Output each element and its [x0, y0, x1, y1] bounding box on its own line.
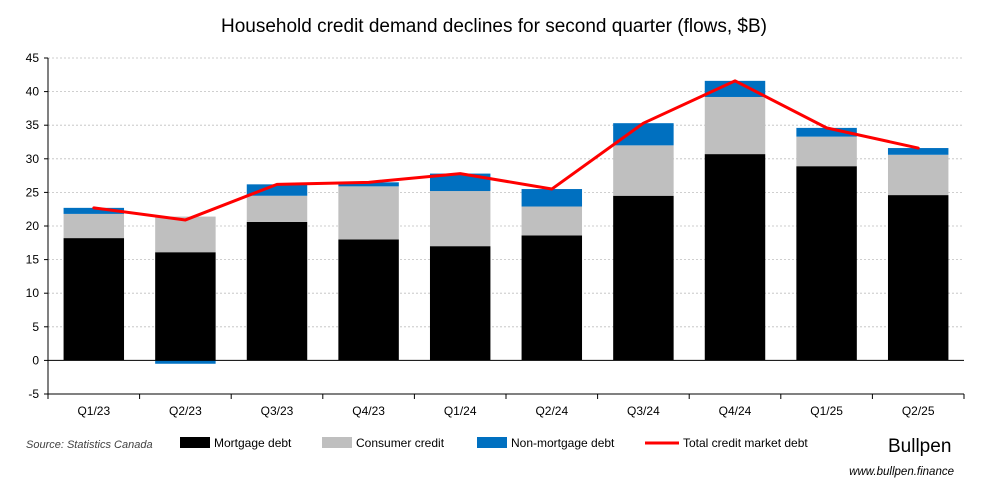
bar-non-mortgage-debt	[155, 360, 216, 364]
chart-title: Household credit demand declines for sec…	[221, 16, 767, 37]
y-tick-label: 35	[26, 118, 40, 132]
y-tick-label: 5	[32, 320, 39, 334]
bar-consumer-credit	[429, 191, 491, 247]
bar-non-mortgage-debt	[63, 207, 125, 214]
x-tick-label: Q2/23	[169, 404, 202, 418]
y-tick-label: 0	[32, 353, 39, 367]
brand-url: www.bullpen.finance	[849, 466, 954, 478]
bar-consumer-credit	[521, 206, 583, 236]
y-tick-label: 45	[26, 51, 40, 65]
bar-mortgage-debt	[338, 239, 399, 361]
bar-consumer-credit	[155, 216, 216, 253]
x-tick-label: Q4/23	[352, 404, 385, 418]
y-tick-label: 10	[26, 286, 40, 300]
x-tick-label: Q3/24	[627, 404, 660, 418]
bar-mortgage-debt	[704, 154, 766, 361]
legend-label-consumer-credit: Consumer credit	[356, 436, 445, 450]
bar-non-mortgage-debt	[613, 123, 674, 146]
source-note: Source: Statistics Canada	[26, 439, 153, 451]
y-axis: -5 0 5 10 15 20 25 30 35 40 45	[26, 51, 49, 401]
bar-consumer-credit	[63, 213, 125, 239]
brand-logo: Bullpen	[888, 436, 951, 457]
bar-non-mortgage-debt	[887, 148, 949, 155]
legend-label-mortgage-debt: Mortgage debt	[214, 436, 292, 450]
bar-mortgage-debt	[429, 246, 491, 361]
y-tick-label: 40	[26, 85, 40, 99]
legend-swatch-mortgage-debt	[180, 437, 210, 448]
bar-mortgage-debt	[246, 221, 308, 361]
x-tick-label: Q2/25	[902, 404, 935, 418]
bar-consumer-credit	[246, 195, 308, 222]
bar-mortgage-debt	[887, 195, 949, 361]
bar-non-mortgage-debt	[521, 189, 583, 207]
legend: Mortgage debt Consumer credit Non-mortgage…	[180, 436, 808, 450]
x-tick-label: Q1/23	[77, 404, 110, 418]
bar-non-mortgage-debt	[246, 184, 308, 196]
bar-mortgage-debt	[155, 252, 216, 361]
bar-mortgage-debt	[796, 166, 857, 361]
legend-swatch-non-mortgage-debt	[477, 437, 507, 448]
bar-non-mortgage-debt	[429, 173, 491, 192]
x-tick-label: Q1/25	[810, 404, 843, 418]
bar-non-mortgage-debt	[704, 80, 766, 97]
bar-mortgage-debt	[521, 235, 583, 361]
y-tick-label: 25	[26, 185, 40, 199]
bar-non-mortgage-debt	[796, 127, 857, 137]
bar-mortgage-debt	[63, 238, 125, 361]
x-tick-label: Q1/24	[444, 404, 477, 418]
y-tick-label: 15	[26, 253, 40, 267]
bars	[63, 80, 949, 364]
y-tick-label: -5	[28, 387, 39, 401]
bar-consumer-credit	[887, 154, 949, 196]
legend-label-total-credit-market-debt: Total credit market debt	[683, 436, 808, 450]
bar-consumer-credit	[338, 186, 399, 240]
bar-non-mortgage-debt	[338, 182, 399, 187]
bar-consumer-credit	[613, 145, 674, 196]
total-line	[92, 79, 920, 222]
x-axis: Q1/23 Q2/23 Q3/23 Q4/23 Q1/24 Q2/24 Q3/24 Q4/24…	[47, 393, 965, 418]
series-line-total-credit-market-debt	[92, 79, 920, 222]
legend-swatch-consumer-credit	[322, 437, 352, 448]
bar-mortgage-debt	[613, 195, 674, 361]
bar-consumer-credit	[796, 136, 857, 167]
y-tick-label: 20	[26, 219, 40, 233]
legend-label-non-mortgage-debt: Non-mortgage debt	[511, 436, 615, 450]
x-tick-label: Q3/23	[261, 404, 294, 418]
bar-consumer-credit	[704, 96, 766, 155]
y-tick-label: 30	[26, 152, 40, 166]
x-tick-label: Q2/24	[535, 404, 568, 418]
x-tick-label: Q4/24	[719, 404, 752, 418]
